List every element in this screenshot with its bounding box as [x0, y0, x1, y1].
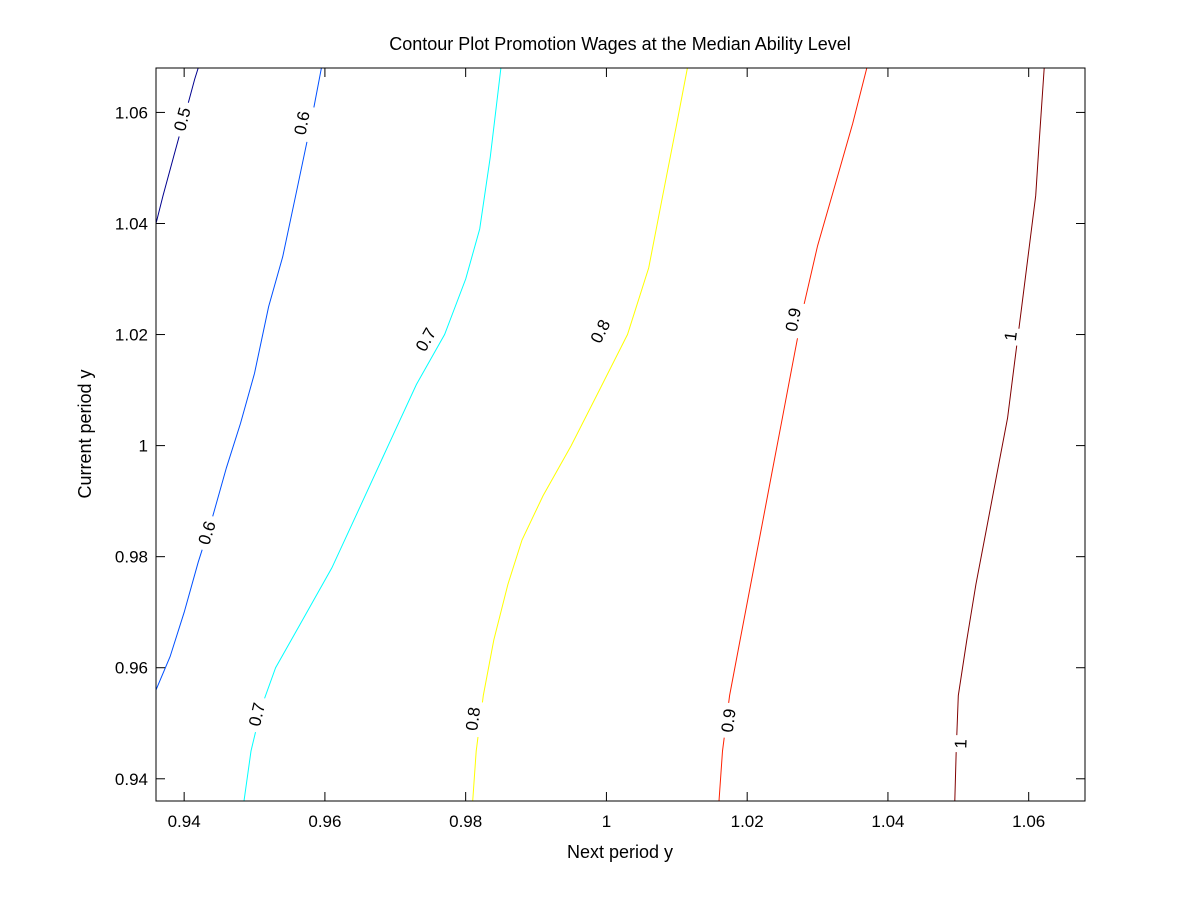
contour-label: 0.6 — [291, 110, 314, 137]
contour-label: 1 — [1001, 330, 1021, 342]
y-axis-label: Current period y — [75, 369, 95, 498]
contour-group — [156, 68, 322, 691]
x-tick-label: 0.96 — [308, 812, 341, 831]
contour-group — [243, 68, 502, 801]
y-tick-label: 1.06 — [115, 103, 148, 122]
x-tick-label: 0.94 — [168, 812, 201, 831]
contour-line — [718, 68, 868, 801]
y-tick-labels: 0.94 0.96 0.98 1 1.02 1.04 1.06 — [115, 103, 148, 788]
x-tick-label: 1.04 — [871, 812, 904, 831]
y-tick-label: 1 — [139, 437, 148, 456]
x-tick-label: 1 — [602, 812, 611, 831]
y-tick-label: 0.94 — [115, 770, 148, 789]
chart-title: Contour Plot Promotion Wages at the Medi… — [389, 34, 851, 54]
y-tick-label: 0.98 — [115, 548, 148, 567]
x-tick-label: 0.98 — [449, 812, 482, 831]
contour-label: 1 — [951, 739, 970, 749]
contour-line — [954, 68, 1045, 801]
contour-line — [472, 68, 688, 801]
contour-line — [156, 68, 199, 224]
contour-group — [156, 68, 199, 224]
x-tick-label: 1.06 — [1012, 812, 1045, 831]
contour-lines: 0.50.60.60.70.70.80.80.90.911 — [156, 68, 1045, 801]
contour-label: 0.9 — [782, 306, 805, 333]
contour-group — [718, 68, 868, 801]
contour-line — [156, 68, 322, 691]
contour-line — [243, 68, 502, 801]
contour-label: 0.8 — [462, 706, 484, 732]
plot-area-frame — [155, 67, 1086, 802]
y-tick-label: 1.04 — [115, 214, 148, 233]
y-tick-label: 0.96 — [115, 659, 148, 678]
x-axis-label: Next period y — [567, 842, 673, 862]
y-tick-label: 1.02 — [115, 326, 148, 345]
contour-group — [472, 68, 688, 801]
contour-label: 0.9 — [718, 708, 740, 734]
x-tick-labels: 0.94 0.96 0.98 1 1.02 1.04 1.06 — [168, 812, 1046, 831]
contour-group — [954, 68, 1045, 801]
x-tick-label: 1.02 — [731, 812, 764, 831]
contour-label: 0.7 — [245, 701, 269, 728]
axis-ticks — [156, 68, 1085, 801]
